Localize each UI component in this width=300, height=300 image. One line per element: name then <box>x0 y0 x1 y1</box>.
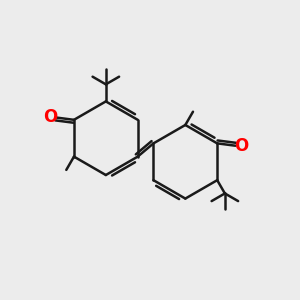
Text: O: O <box>234 137 248 155</box>
Text: O: O <box>43 109 58 127</box>
